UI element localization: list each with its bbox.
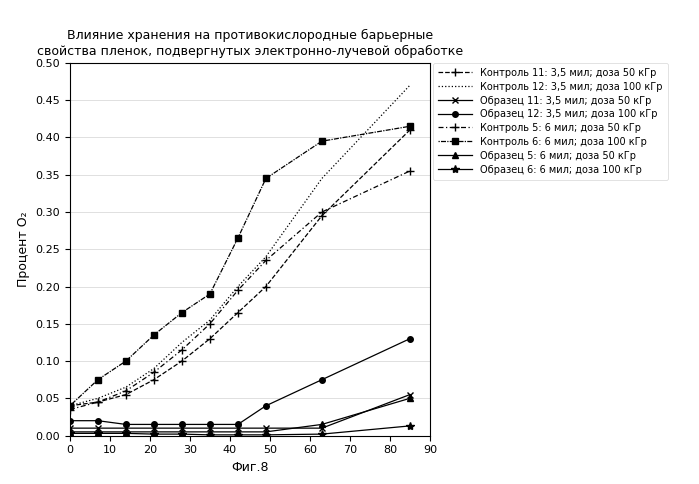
Образец 5: 6 мил; доза 50 кГр: (35, 0.005): 6 мил; доза 50 кГр: (35, 0.005) — [206, 429, 214, 435]
Line: Образец 6: 6 мил; доза 100 кГр: Образец 6: 6 мил; доза 100 кГр — [66, 422, 414, 439]
Образец 11: 3,5 мил; доза 50 кГр: (28, 0.01): 3,5 мил; доза 50 кГр: (28, 0.01) — [178, 425, 186, 431]
Line: Образец 12: 3,5 мил; доза 100 кГр: Образец 12: 3,5 мил; доза 100 кГр — [67, 336, 412, 427]
Контроль 11: 3,5 мил; доза 50 кГр: (35, 0.13): 3,5 мил; доза 50 кГр: (35, 0.13) — [206, 336, 214, 342]
Образец 12: 3,5 мил; доза 100 кГр: (0, 0.02): 3,5 мил; доза 100 кГр: (0, 0.02) — [66, 418, 74, 424]
Контроль 6: 6 мил; доза 100 кГр: (0, 0.04): 6 мил; доза 100 кГр: (0, 0.04) — [66, 403, 74, 408]
Образец 12: 3,5 мил; доза 100 кГр: (28, 0.015): 3,5 мил; доза 100 кГр: (28, 0.015) — [178, 422, 186, 427]
Образец 11: 3,5 мил; доза 50 кГр: (7, 0.01): 3,5 мил; доза 50 кГр: (7, 0.01) — [94, 425, 102, 431]
Образец 11: 3,5 мил; доза 50 кГр: (85, 0.055): 3,5 мил; доза 50 кГр: (85, 0.055) — [405, 392, 414, 397]
Контроль 5: 6 мил; доза 50 кГр: (63, 0.3): 6 мил; доза 50 кГр: (63, 0.3) — [317, 209, 326, 215]
Контроль 5: 6 мил; доза 50 кГр: (42, 0.195): 6 мил; доза 50 кГр: (42, 0.195) — [233, 287, 242, 293]
Образец 12: 3,5 мил; доза 100 кГр: (14, 0.015): 3,5 мил; доза 100 кГр: (14, 0.015) — [122, 422, 130, 427]
Образец 12: 3,5 мил; доза 100 кГр: (7, 0.02): 3,5 мил; доза 100 кГр: (7, 0.02) — [94, 418, 102, 424]
Контроль 12: 3,5 мил; доза 100 кГр: (14, 0.065): 3,5 мил; доза 100 кГр: (14, 0.065) — [122, 384, 130, 390]
Образец 6: 6 мил; доза 100 кГр: (0, 0.003): 6 мил; доза 100 кГр: (0, 0.003) — [66, 430, 74, 436]
Образец 11: 3,5 мил; доза 50 кГр: (63, 0.01): 3,5 мил; доза 50 кГр: (63, 0.01) — [317, 425, 326, 431]
Контроль 12: 3,5 мил; доза 100 кГр: (28, 0.125): 3,5 мил; доза 100 кГр: (28, 0.125) — [178, 340, 186, 346]
Контроль 6: 6 мил; доза 100 кГр: (42, 0.265): 6 мил; доза 100 кГр: (42, 0.265) — [233, 235, 242, 241]
Line: Контроль 6: 6 мил; доза 100 кГр: Контроль 6: 6 мил; доза 100 кГр — [67, 123, 412, 408]
Образец 11: 3,5 мил; доза 50 кГр: (0, 0.01): 3,5 мил; доза 50 кГр: (0, 0.01) — [66, 425, 74, 431]
Образец 11: 3,5 мил; доза 50 кГр: (49, 0.01): 3,5 мил; доза 50 кГр: (49, 0.01) — [261, 425, 270, 431]
Образец 12: 3,5 мил; доза 100 кГр: (85, 0.13): 3,5 мил; доза 100 кГр: (85, 0.13) — [405, 336, 414, 342]
Контроль 11: 3,5 мил; доза 50 кГр: (63, 0.295): 3,5 мил; доза 50 кГр: (63, 0.295) — [317, 213, 326, 219]
Контроль 5: 6 мил; доза 50 кГр: (0, 0.035): 6 мил; доза 50 кГр: (0, 0.035) — [66, 407, 74, 412]
Образец 6: 6 мил; доза 100 кГр: (63, 0.002): 6 мил; доза 100 кГр: (63, 0.002) — [317, 431, 326, 437]
Контроль 11: 3,5 мил; доза 50 кГр: (28, 0.1): 3,5 мил; доза 50 кГр: (28, 0.1) — [178, 358, 186, 364]
Контроль 12: 3,5 мил; доза 100 кГр: (21, 0.09): 3,5 мил; доза 100 кГр: (21, 0.09) — [150, 365, 158, 371]
Образец 12: 3,5 мил; доза 100 кГр: (35, 0.015): 3,5 мил; доза 100 кГр: (35, 0.015) — [206, 422, 214, 427]
Контроль 12: 3,5 мил; доза 100 кГр: (35, 0.155): 3,5 мил; доза 100 кГр: (35, 0.155) — [206, 317, 214, 323]
Образец 6: 6 мил; доза 100 кГр: (49, 0.001): 6 мил; доза 100 кГр: (49, 0.001) — [261, 432, 270, 438]
Контроль 11: 3,5 мил; доза 50 кГр: (85, 0.41): 3,5 мил; доза 50 кГр: (85, 0.41) — [405, 127, 414, 133]
Контроль 12: 3,5 мил; доза 100 кГр: (63, 0.345): 3,5 мил; доза 100 кГр: (63, 0.345) — [317, 176, 326, 182]
Контроль 6: 6 мил; доза 100 кГр: (21, 0.135): 6 мил; доза 100 кГр: (21, 0.135) — [150, 332, 158, 338]
Контроль 12: 3,5 мил; доза 100 кГр: (7, 0.05): 3,5 мил; доза 100 кГр: (7, 0.05) — [94, 395, 102, 401]
Образец 5: 6 мил; доза 50 кГр: (85, 0.05): 6 мил; доза 50 кГр: (85, 0.05) — [405, 395, 414, 401]
Контроль 6: 6 мил; доза 100 кГр: (49, 0.345): 6 мил; доза 100 кГр: (49, 0.345) — [261, 176, 270, 182]
Line: Образец 11: 3,5 мил; доза 50 кГр: Образец 11: 3,5 мил; доза 50 кГр — [66, 391, 413, 432]
Образец 12: 3,5 мил; доза 100 кГр: (63, 0.075): 3,5 мил; доза 100 кГр: (63, 0.075) — [317, 377, 326, 382]
Контроль 6: 6 мил; доза 100 кГр: (35, 0.19): 6 мил; доза 100 кГр: (35, 0.19) — [206, 291, 214, 297]
Образец 11: 3,5 мил; доза 50 кГр: (42, 0.01): 3,5 мил; доза 50 кГр: (42, 0.01) — [233, 425, 242, 431]
Контроль 5: 6 мил; доза 50 кГр: (49, 0.235): 6 мил; доза 50 кГр: (49, 0.235) — [261, 257, 270, 263]
Контроль 12: 3,5 мил; доза 100 кГр: (85, 0.47): 3,5 мил; доза 100 кГр: (85, 0.47) — [405, 82, 414, 88]
Контроль 5: 6 мил; доза 50 кГр: (7, 0.045): 6 мил; доза 50 кГр: (7, 0.045) — [94, 399, 102, 405]
Title: Влияние хранения на противокислородные барьерные
свойства пленок, подвергнутых э: Влияние хранения на противокислородные б… — [37, 30, 463, 58]
Образец 12: 3,5 мил; доза 100 кГр: (49, 0.04): 3,5 мил; доза 100 кГр: (49, 0.04) — [261, 403, 270, 408]
Контроль 12: 3,5 мил; доза 100 кГр: (49, 0.24): 3,5 мил; доза 100 кГр: (49, 0.24) — [261, 254, 270, 259]
Контроль 11: 3,5 мил; доза 50 кГр: (0, 0.04): 3,5 мил; доза 50 кГр: (0, 0.04) — [66, 403, 74, 408]
Y-axis label: Процент O₂: Процент O₂ — [17, 212, 30, 287]
Контроль 6: 6 мил; доза 100 кГр: (14, 0.1): 6 мил; доза 100 кГр: (14, 0.1) — [122, 358, 130, 364]
Образец 12: 3,5 мил; доза 100 кГр: (21, 0.015): 3,5 мил; доза 100 кГр: (21, 0.015) — [150, 422, 158, 427]
Контроль 11: 3,5 мил; доза 50 кГр: (14, 0.055): 3,5 мил; доза 50 кГр: (14, 0.055) — [122, 392, 130, 397]
Образец 5: 6 мил; доза 50 кГр: (49, 0.005): 6 мил; доза 50 кГр: (49, 0.005) — [261, 429, 270, 435]
Line: Контроль 5: 6 мил; доза 50 кГр: Контроль 5: 6 мил; доза 50 кГр — [66, 167, 414, 414]
Контроль 5: 6 мил; доза 50 кГр: (14, 0.06): 6 мил; доза 50 кГр: (14, 0.06) — [122, 388, 130, 394]
Образец 6: 6 мил; доза 100 кГр: (28, 0.002): 6 мил; доза 100 кГр: (28, 0.002) — [178, 431, 186, 437]
Образец 5: 6 мил; доза 50 кГр: (21, 0.005): 6 мил; доза 50 кГр: (21, 0.005) — [150, 429, 158, 435]
Образец 5: 6 мил; доза 50 кГр: (42, 0.005): 6 мил; доза 50 кГр: (42, 0.005) — [233, 429, 242, 435]
Контроль 5: 6 мил; доза 50 кГр: (21, 0.085): 6 мил; доза 50 кГр: (21, 0.085) — [150, 369, 158, 375]
Контроль 6: 6 мил; доза 100 кГр: (7, 0.075): 6 мил; доза 100 кГр: (7, 0.075) — [94, 377, 102, 382]
Образец 6: 6 мил; доза 100 кГр: (7, 0.003): 6 мил; доза 100 кГр: (7, 0.003) — [94, 430, 102, 436]
Line: Контроль 11: 3,5 мил; доза 50 кГр: Контроль 11: 3,5 мил; доза 50 кГр — [66, 126, 414, 410]
Контроль 6: 6 мил; доза 100 кГр: (63, 0.395): 6 мил; доза 100 кГр: (63, 0.395) — [317, 138, 326, 144]
Контроль 11: 3,5 мил; доза 50 кГр: (42, 0.165): 3,5 мил; доза 50 кГр: (42, 0.165) — [233, 310, 242, 316]
Образец 5: 6 мил; доза 50 кГр: (0, 0.005): 6 мил; доза 50 кГр: (0, 0.005) — [66, 429, 74, 435]
Контроль 6: 6 мил; доза 100 кГр: (85, 0.415): 6 мил; доза 100 кГр: (85, 0.415) — [405, 123, 414, 129]
Контроль 11: 3,5 мил; доза 50 кГр: (49, 0.2): 3,5 мил; доза 50 кГр: (49, 0.2) — [261, 284, 270, 289]
Контроль 5: 6 мил; доза 50 кГр: (28, 0.115): 6 мил; доза 50 кГр: (28, 0.115) — [178, 347, 186, 353]
Контроль 6: 6 мил; доза 100 кГр: (28, 0.165): 6 мил; доза 100 кГр: (28, 0.165) — [178, 310, 186, 316]
Образец 5: 6 мил; доза 50 кГр: (14, 0.005): 6 мил; доза 50 кГр: (14, 0.005) — [122, 429, 130, 435]
Контроль 5: 6 мил; доза 50 кГр: (35, 0.15): 6 мил; доза 50 кГр: (35, 0.15) — [206, 321, 214, 327]
X-axis label: Фиг.8: Фиг.8 — [231, 461, 268, 474]
Образец 11: 3,5 мил; доза 50 кГр: (35, 0.01): 3,5 мил; доза 50 кГр: (35, 0.01) — [206, 425, 214, 431]
Образец 6: 6 мил; доза 100 кГр: (85, 0.013): 6 мил; доза 100 кГр: (85, 0.013) — [405, 423, 414, 429]
Образец 6: 6 мил; доза 100 кГр: (14, 0.003): 6 мил; доза 100 кГр: (14, 0.003) — [122, 430, 130, 436]
Line: Образец 5: 6 мил; доза 50 кГр: Образец 5: 6 мил; доза 50 кГр — [66, 395, 413, 435]
Образец 5: 6 мил; доза 50 кГр: (28, 0.005): 6 мил; доза 50 кГр: (28, 0.005) — [178, 429, 186, 435]
Line: Контроль 12: 3,5 мил; доза 100 кГр: Контроль 12: 3,5 мил; доза 100 кГр — [70, 85, 410, 406]
Образец 5: 6 мил; доза 50 кГр: (7, 0.005): 6 мил; доза 50 кГр: (7, 0.005) — [94, 429, 102, 435]
Образец 11: 3,5 мил; доза 50 кГр: (21, 0.01): 3,5 мил; доза 50 кГр: (21, 0.01) — [150, 425, 158, 431]
Контроль 11: 3,5 мил; доза 50 кГр: (7, 0.045): 3,5 мил; доза 50 кГр: (7, 0.045) — [94, 399, 102, 405]
Образец 6: 6 мил; доза 100 кГр: (42, 0.001): 6 мил; доза 100 кГр: (42, 0.001) — [233, 432, 242, 438]
Образец 11: 3,5 мил; доза 50 кГр: (14, 0.01): 3,5 мил; доза 50 кГр: (14, 0.01) — [122, 425, 130, 431]
Legend: Контроль 11: 3,5 мил; доза 50 кГр, Контроль 12: 3,5 мил; доза 100 кГр, Образец 1: Контроль 11: 3,5 мил; доза 50 кГр, Контр… — [433, 63, 668, 180]
Контроль 11: 3,5 мил; доза 50 кГр: (21, 0.075): 3,5 мил; доза 50 кГр: (21, 0.075) — [150, 377, 158, 382]
Контроль 12: 3,5 мил; доза 100 кГр: (42, 0.2): 3,5 мил; доза 100 кГр: (42, 0.2) — [233, 284, 242, 289]
Образец 5: 6 мил; доза 50 кГр: (63, 0.015): 6 мил; доза 50 кГр: (63, 0.015) — [317, 422, 326, 427]
Образец 6: 6 мил; доза 100 кГр: (21, 0.002): 6 мил; доза 100 кГр: (21, 0.002) — [150, 431, 158, 437]
Образец 12: 3,5 мил; доза 100 кГр: (42, 0.015): 3,5 мил; доза 100 кГр: (42, 0.015) — [233, 422, 242, 427]
Контроль 5: 6 мил; доза 50 кГр: (85, 0.355): 6 мил; доза 50 кГр: (85, 0.355) — [405, 168, 414, 174]
Образец 6: 6 мил; доза 100 кГр: (35, 0.001): 6 мил; доза 100 кГр: (35, 0.001) — [206, 432, 214, 438]
Контроль 12: 3,5 мил; доза 100 кГр: (0, 0.04): 3,5 мил; доза 100 кГр: (0, 0.04) — [66, 403, 74, 408]
